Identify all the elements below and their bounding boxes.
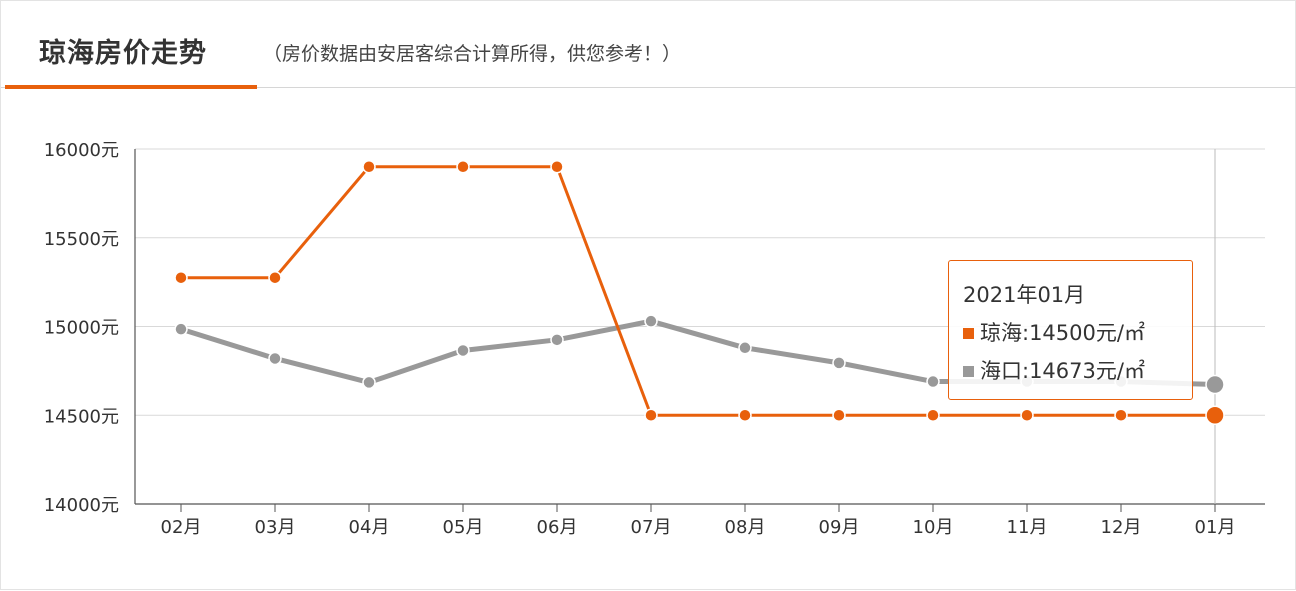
data-point-0-2 [362,160,376,174]
data-point-0-10 [1114,408,1128,422]
data-point-1-4 [550,333,564,347]
tooltip-period: 2021年01月 [963,283,1086,307]
x-tick-label: 01月 [1195,517,1236,538]
data-point-0-1 [268,270,282,285]
y-tick-label: 16000元 [44,140,119,161]
y-tick-label: 14500元 [44,406,119,427]
data-point-0-7 [832,408,846,422]
header-divider [1,87,1296,88]
data-point-1-0 [174,322,188,336]
x-tick-label: 03月 [255,517,296,538]
series-line-0 [181,165,1215,417]
x-tick-label: 04月 [349,517,390,538]
data-point-1-3 [456,343,470,358]
x-tick-label: 12月 [1101,517,1142,538]
data-point-0-8 [926,408,940,422]
x-tick-label: 07月 [631,517,672,538]
x-tick-label: 09月 [819,517,860,538]
data-point-1-7 [832,356,846,370]
x-tick-label: 05月 [443,517,484,538]
tooltip-row-haikou: 海口:14673元/㎡ [963,353,1192,391]
data-point-0-6 [738,408,752,422]
data-point-0-4 [550,160,564,174]
tooltip-row-qionghai: 琼海:14500元/㎡ [963,315,1192,353]
y-tick-label: 15500元 [44,229,119,250]
axes [134,149,1265,512]
data-point-1-1 [268,351,282,366]
x-tick-label: 08月 [725,517,766,538]
x-tick-label: 11月 [1007,517,1048,538]
data-point-0-3 [456,160,470,174]
data-point-1-5 [644,314,658,328]
data-point-1-2 [362,375,376,390]
active-tab-underline [5,85,257,89]
y-tick-label: 15000元 [44,318,119,339]
data-point-1-8 [926,374,940,389]
x-tick-label: 10月 [913,517,954,538]
page-title: 琼海房价走势 [39,38,207,69]
panel-header: 琼海房价走势 （房价数据由安居客综合计算所得，供您参考！） [1,1,1296,89]
y-tick-label: 14000元 [44,495,119,516]
tooltip-qionghai-value: 琼海:14500元/㎡ [980,321,1145,345]
data-point-0-0 [174,270,188,285]
data-points [174,160,1225,425]
data-point-0-9 [1020,408,1034,422]
chart-tooltip: 2021年01月 琼海:14500元/㎡ 海口:14673元/㎡ [948,260,1193,400]
x-tick-label: 02月 [161,517,202,538]
data-point-0-5 [644,408,658,422]
data-point-0-11 [1205,405,1225,425]
haikou-swatch [963,366,974,377]
data-point-1-11 [1205,374,1225,395]
qionghai-swatch [963,328,974,339]
data-source-note: （房价数据由安居客综合计算所得，供您参考！） [263,43,682,65]
data-point-1-6 [738,341,752,355]
tooltip-haikou-value: 海口:14673元/㎡ [980,359,1145,383]
x-tick-label: 06月 [537,517,578,538]
tick-labels: 14000元 14500元 15000元 15500元 16000元 02月 03月 04月 0… [44,140,1236,538]
